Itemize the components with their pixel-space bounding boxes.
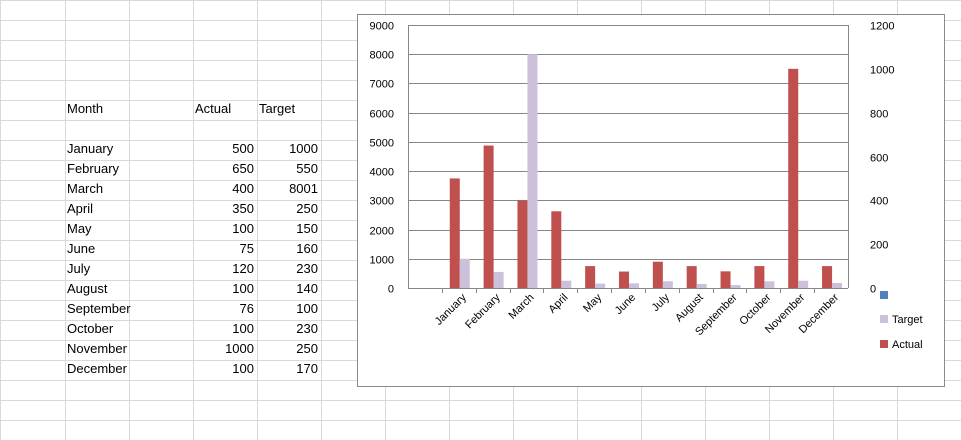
y-primary-tick-label: 3000 [370,196,394,208]
cell-target[interactable]: 230 [296,261,318,276]
y-primary-tick-label: 0 [388,284,394,296]
cell-actual[interactable]: 120 [232,261,254,276]
header-month[interactable]: Month [67,101,104,116]
cell-month[interactable]: October [67,321,114,336]
cell-actual[interactable]: 100 [232,281,254,296]
bar-target [561,280,572,288]
bar-actual [551,211,562,288]
bar-actual [483,145,494,288]
cell-actual[interactable]: 350 [232,201,254,216]
cell-actual[interactable]: 1000 [225,341,254,356]
cell-actual[interactable]: 100 [232,321,254,336]
bar-actual [652,261,663,288]
bar-target [730,285,741,288]
cell-target[interactable]: 100 [296,301,318,316]
header-target[interactable]: Target [259,101,296,116]
chart-area[interactable]: 0 1000 2000 3000 4000 5000 6000 7000 8000 9000 0 20… [357,14,945,387]
cell-target[interactable]: 150 [296,221,318,236]
bar-target [764,281,775,288]
x-tick-label: July [650,291,673,314]
y-secondary-tick-label: 600 [870,153,888,165]
bar-target [798,280,809,288]
cell-month[interactable]: December [67,361,127,376]
y-secondary-tick-label: 0 [870,284,876,296]
y-primary-tick-label: 8000 [370,50,394,62]
cell-target[interactable]: 230 [296,321,318,336]
cell-actual[interactable]: 500 [232,141,254,156]
cell-target[interactable]: 1000 [289,141,318,156]
legend-marker-target [880,315,888,323]
y-secondary-tick-label: 200 [870,240,888,252]
x-tick-label: February [463,291,503,331]
y-primary-tick-label: 2000 [370,226,394,238]
legend-blank-marker [880,291,888,299]
cell-actual[interactable]: 100 [232,361,254,376]
y-secondary-tick-label: 1000 [870,65,894,77]
cell-target[interactable]: 550 [296,161,318,176]
x-tick-label: April [546,292,570,316]
legend-marker-actual [880,340,888,348]
bar-target [696,283,707,288]
cell-target[interactable]: 140 [296,281,318,296]
cell-target[interactable]: 8001 [289,181,318,196]
bar-target [832,283,843,288]
cell-month[interactable]: June [67,241,96,256]
cell-month[interactable]: April [67,201,94,216]
bar-target [493,271,504,288]
bar-actual [788,68,799,288]
bar-target [595,283,606,288]
y-primary-tick-label: 4000 [370,167,394,179]
y-secondary-tick-label: 400 [870,196,888,208]
cell-month[interactable]: January [67,141,114,156]
bar-target [459,258,470,288]
x-tick-label: March [506,292,536,322]
bar-actual [517,200,528,288]
cell-month[interactable]: February [67,161,120,176]
y-primary-tick-label: 9000 [370,21,394,33]
bar-actual [720,271,731,288]
bar-actual [449,178,460,288]
cell-month[interactable]: September [67,301,131,316]
cell-actual[interactable]: 100 [232,221,254,236]
bar-actual [619,271,629,288]
legend-label-target: Target [892,314,923,326]
cell-actual[interactable]: 400 [232,181,254,196]
header-actual[interactable]: Actual [195,101,232,116]
bar-actual [686,266,697,288]
cell-month[interactable]: March [67,181,104,196]
cell-target[interactable]: 160 [296,241,318,256]
y-primary-tick-label: 7000 [370,79,394,91]
y-secondary-tick-label: 800 [870,109,888,121]
y-primary-tick-label: 5000 [370,138,394,150]
bar-target [629,283,639,288]
bar-actual [754,266,765,288]
x-tick-label: August [673,292,706,325]
cell-actual[interactable]: 650 [232,161,254,176]
y-primary-tick-label: 1000 [370,255,394,267]
x-tick-label: May [581,291,605,315]
cell-month[interactable]: August [67,281,108,296]
cell-month[interactable]: November [67,341,127,356]
cell-target[interactable]: 250 [296,201,318,216]
cell-actual[interactable]: 75 [239,241,254,256]
cell-month[interactable]: July [67,261,91,276]
bar-target [527,54,538,289]
cell-target[interactable]: 170 [296,361,318,376]
cell-month[interactable]: May [67,221,92,236]
cell-target[interactable]: 250 [296,341,318,356]
y-primary-tick-label: 6000 [370,109,394,121]
bar-actual [822,266,833,288]
y-secondary-tick-label: 1200 [870,21,894,33]
x-tick-label: June [613,292,638,317]
column-chart: 0 1000 2000 3000 4000 5000 6000 7000 8000 9000 0 20… [370,21,923,352]
bar-target [662,281,673,288]
legend-label-actual: Actual [892,339,923,351]
cell-actual[interactable]: 76 [239,301,254,316]
bar-actual [585,266,596,288]
